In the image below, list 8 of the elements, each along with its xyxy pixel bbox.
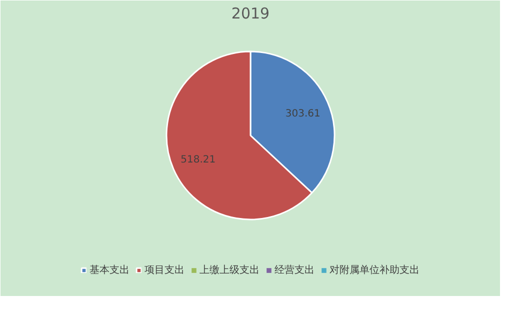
legend-label: 项目支出 <box>144 264 184 277</box>
data-label: 303.61 <box>285 108 320 120</box>
legend-label: 基本支出 <box>90 264 130 277</box>
legend-label: 上缴上级支出 <box>200 264 260 277</box>
chart-title: 2019 <box>231 4 270 22</box>
legend-label: 对附属单位补助支出 <box>330 264 420 277</box>
legend-label: 经营支出 <box>274 264 314 277</box>
data-label: 518.21 <box>180 154 216 166</box>
